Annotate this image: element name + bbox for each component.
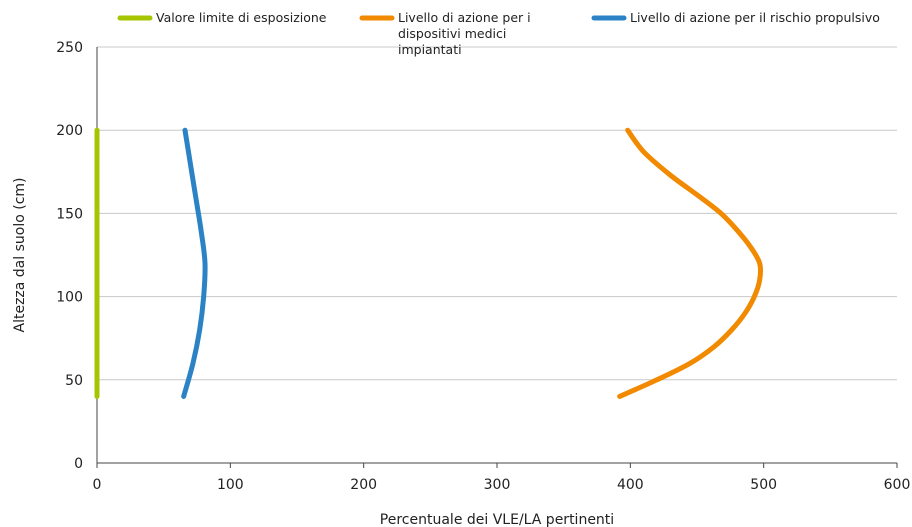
x-tick-label-1: 100 (217, 477, 244, 493)
y-tick-label-5: 250 (56, 40, 83, 56)
x-tick-label-5: 500 (750, 477, 777, 493)
legend-label-0: Valore limite di esposizione (156, 10, 327, 25)
y-axis-title: Altezza dal suolo (cm) (12, 178, 28, 333)
series-line-1 (617, 127, 764, 399)
x-tick-label-2: 200 (350, 477, 377, 493)
legend: Valore limite di esposizione Livello di a… (117, 10, 880, 57)
axes (96, 47, 898, 468)
y-tick-labels: 0 50 100 150 200 250 (56, 40, 83, 472)
x-tick-label-3: 300 (484, 477, 511, 493)
legend-label-2: Livello di azione per il rischio propuls… (630, 10, 880, 25)
x-tick-label-0: 0 (93, 477, 102, 493)
y-tick-label-3: 150 (56, 206, 83, 222)
x-tick-labels: 0 100 200 300 400 500 600 (93, 477, 911, 493)
x-tick-label-6: 600 (884, 477, 911, 493)
x-axis-title: Percentuale dei VLE/LA pertinenti (380, 512, 614, 527)
legend-label-1: Livello di azione per i dispositivi medic… (398, 10, 531, 57)
y-tick-label-0: 0 (74, 456, 83, 472)
y-tick-label-2: 100 (56, 290, 83, 306)
series-line-2 (181, 127, 208, 399)
y-tick-label-1: 50 (65, 373, 83, 389)
y-tick-label-4: 200 (56, 123, 83, 139)
series-lines (94, 127, 764, 399)
grid-lines (97, 46, 897, 381)
x-tick-label-4: 400 (617, 477, 644, 493)
